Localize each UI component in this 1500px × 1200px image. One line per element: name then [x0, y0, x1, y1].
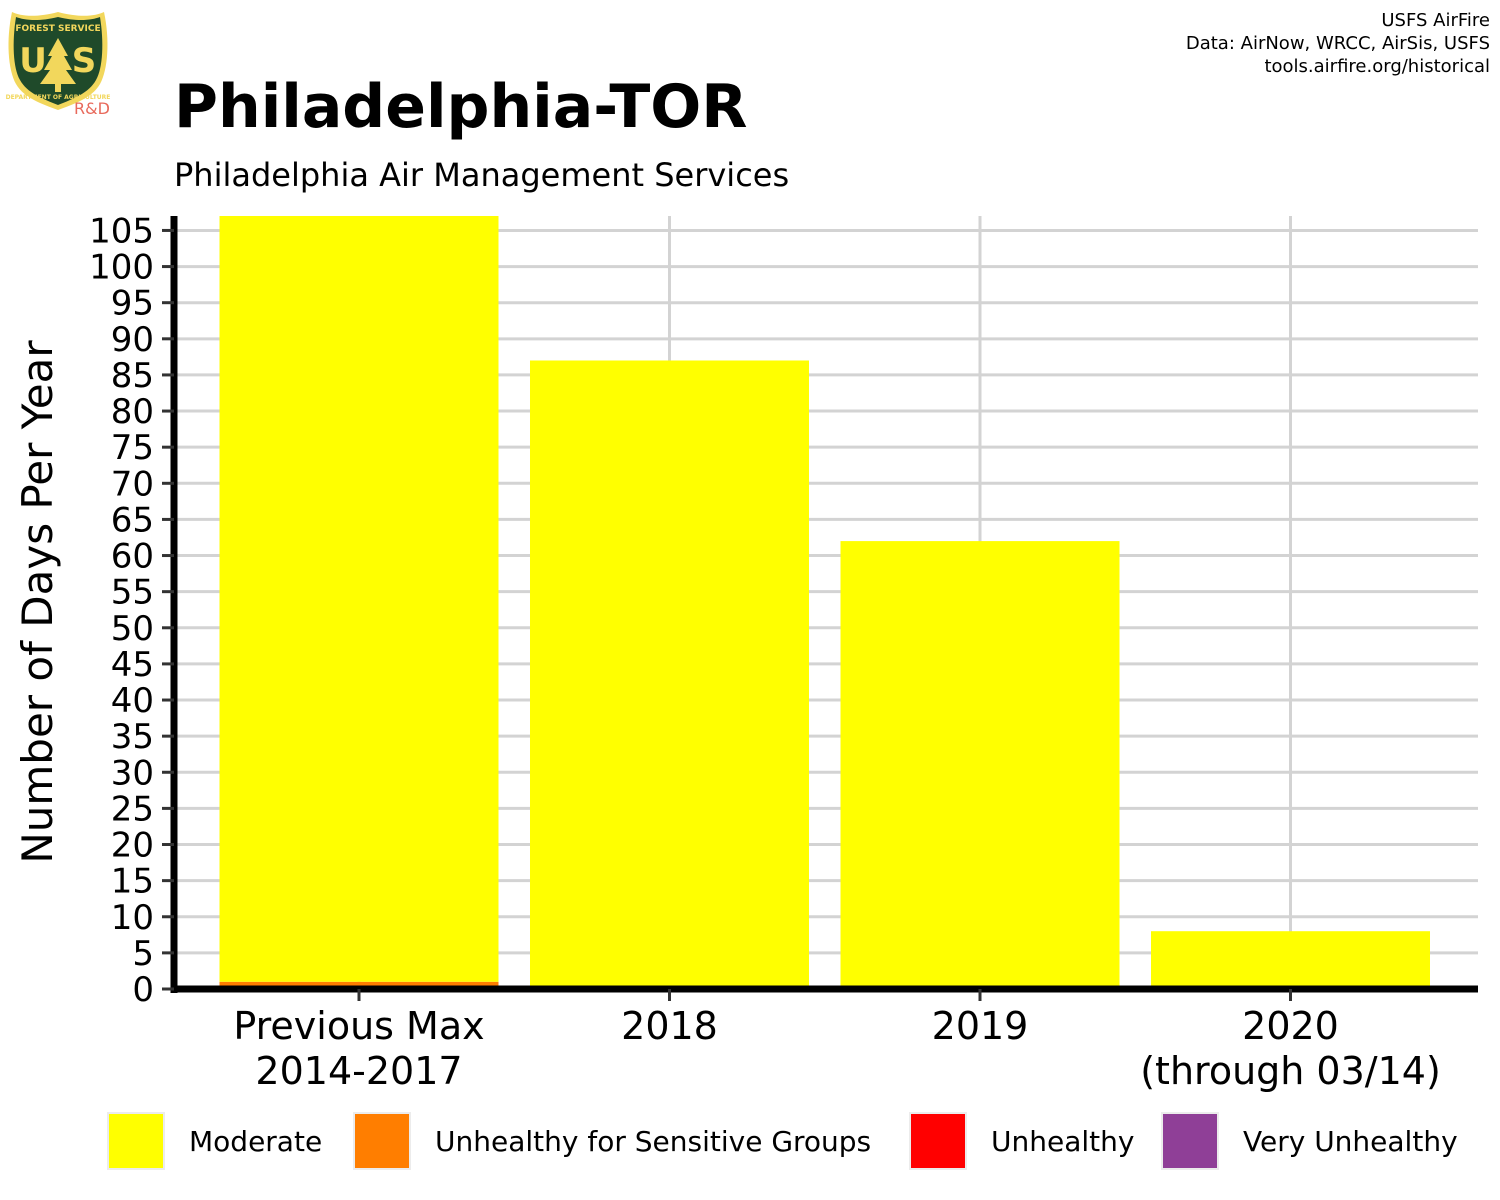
x-tick-label: Previous Max: [233, 1004, 484, 1048]
y-tick-label: 60: [111, 537, 154, 577]
y-tick-label: 75: [111, 428, 154, 468]
chart-title: Philadelphia-TOR: [174, 72, 747, 142]
legend-swatch-very-unhealthy: [1161, 1112, 1219, 1170]
chart-subtitle: Philadelphia Air Management Services: [174, 156, 789, 194]
y-tick-label: 100: [89, 248, 154, 288]
legend-swatch-unhealthy-for-sensitive-groups: [353, 1112, 411, 1170]
bars: [219, 216, 1430, 990]
x-tick-label: (through 03/14): [1140, 1049, 1441, 1093]
y-tick-label: 45: [111, 645, 154, 685]
y-tick-label: 20: [111, 826, 154, 866]
y-tick-label: 0: [132, 970, 154, 1010]
legend-label-very-unhealthy: Very Unhealthy: [1243, 1125, 1458, 1158]
legend: Moderate Unhealthy for Sensitive Groups Un…: [107, 1112, 1458, 1170]
credit-line-3: tools.airfire.org/historical: [1264, 56, 1490, 77]
logo-letter-s: S: [72, 41, 97, 81]
legend-label-moderate: Moderate: [189, 1125, 322, 1158]
tree-trunk-icon: [55, 84, 61, 92]
y-tick-label: 65: [111, 500, 154, 540]
credit-line-2: Data: AirNow, WRCC, AirSis, USFS: [1186, 33, 1490, 54]
y-tick-label: 70: [111, 464, 154, 504]
bar-moderate: [530, 360, 809, 990]
bar-moderate: [219, 216, 499, 982]
logo-letter-u: U: [19, 41, 47, 81]
tree-icon: [40, 38, 76, 84]
usfs-shield-logo: U S FOREST SERVICE DEPARTMENT OF AGRICUL…: [6, 12, 111, 118]
legend-swatch-unhealthy: [909, 1112, 967, 1170]
y-tick-label: 5: [132, 934, 154, 974]
axes: [170, 216, 1478, 993]
y-tick-label: 30: [111, 753, 154, 793]
y-axis-ticks: 0510152025303540455055606570758085909510…: [89, 211, 174, 1010]
y-tick-label: 40: [111, 681, 154, 721]
bar-unhealthy-for-sensitive-groups: [219, 981, 499, 989]
logo-bottom-text: DEPARTMENT OF AGRICULTURE: [6, 94, 111, 101]
y-tick-label: 80: [111, 392, 154, 432]
x-tick-label: 2018: [621, 1004, 718, 1048]
credit-line-1: USFS AirFire: [1381, 10, 1490, 31]
legend-label-unhealthy-for-sensitive-groups: Unhealthy for Sensitive Groups: [435, 1125, 871, 1158]
y-tick-label: 35: [111, 717, 154, 757]
y-tick-label: 15: [111, 862, 154, 902]
y-tick-label: 10: [111, 898, 154, 938]
y-tick-label: 25: [111, 789, 154, 829]
bar-moderate: [1151, 931, 1430, 989]
logo-top-text: FOREST SERVICE: [15, 24, 100, 34]
y-tick-label: 95: [111, 284, 154, 324]
legend-label-unhealthy: Unhealthy: [991, 1125, 1134, 1158]
y-tick-label: 50: [111, 609, 154, 649]
y-tick-label: 85: [111, 356, 154, 396]
x-tick-label: 2019: [932, 1004, 1029, 1048]
legend-swatch-moderate: [107, 1112, 165, 1170]
x-tick-label: 2020: [1242, 1004, 1339, 1048]
y-tick-label: 55: [111, 573, 154, 613]
y-axis-label: Number of Days Per Year: [13, 340, 62, 864]
y-tick-label: 105: [89, 211, 154, 251]
y-tick-label: 90: [111, 320, 154, 360]
x-tick-label: 2014-2017: [255, 1049, 462, 1093]
logo-rd-label: R&D: [74, 99, 110, 118]
bar-moderate: [840, 541, 1120, 989]
